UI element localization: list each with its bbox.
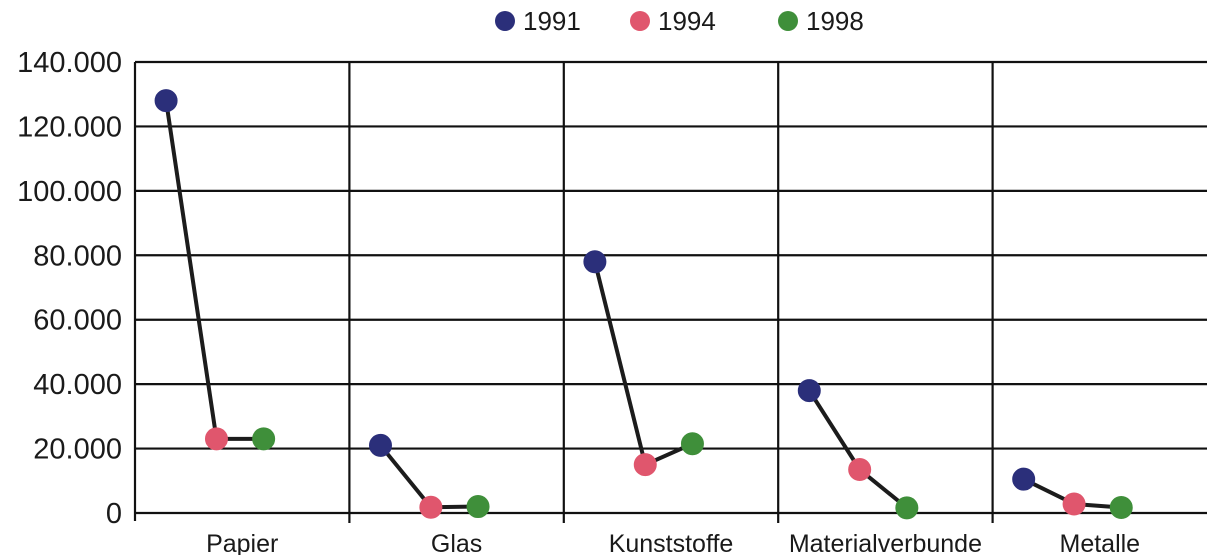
data-point-1998 — [895, 496, 919, 520]
legend-item-1998: 1998 — [778, 6, 864, 36]
legend-label: 1998 — [806, 6, 864, 36]
y-tick-label: 40.000 — [33, 369, 122, 401]
y-axis-ticks: 0 20.000 40.000 60.000 80.000 100.000 120.000 1… — [17, 47, 122, 530]
x-tick-label: Metalle — [1060, 530, 1141, 555]
y-tick-label: 0 — [106, 498, 122, 530]
category-connector-line — [164, 100, 264, 441]
legend-label: 1994 — [658, 6, 716, 36]
data-point-1991 — [797, 379, 821, 403]
data-point-1998 — [680, 432, 704, 456]
y-tick-label: 80.000 — [33, 240, 122, 272]
x-tick-label: Materialverbunde — [789, 530, 982, 555]
data-point-1994 — [204, 427, 228, 451]
x-axis-ticks: Papier Glas Kunststoffe Materialverbunde Met… — [206, 530, 1141, 558]
x-tick-label: Kunststoffe — [609, 530, 734, 555]
legend: 1991 1994 1998 — [495, 6, 864, 36]
data-point-1998 — [252, 427, 276, 451]
data-point-1991 — [583, 250, 607, 274]
data-point-1994 — [1062, 492, 1086, 516]
y-tick-label: 100.000 — [17, 176, 122, 208]
data-point-1994 — [848, 458, 872, 482]
data-point-1998 — [1109, 496, 1133, 520]
data-point-1991 — [368, 433, 392, 457]
series-lines — [164, 100, 1122, 510]
category-connector-line — [592, 261, 694, 467]
data-point-1991 — [1012, 467, 1036, 491]
y-tick-label: 20.000 — [33, 434, 122, 466]
legend-marker — [495, 11, 515, 31]
y-tick-label: 60.000 — [33, 305, 122, 337]
x-tick-label: Papier — [206, 530, 278, 555]
y-tick-label: 120.000 — [17, 111, 122, 143]
legend-label: 1991 — [523, 6, 581, 36]
y-tick-label: 140.000 — [17, 47, 122, 79]
data-point-1991 — [154, 89, 178, 113]
data-points — [154, 89, 1133, 520]
legend-item-1991: 1991 — [495, 6, 581, 36]
grid — [133, 60, 1207, 523]
legend-marker — [778, 11, 798, 31]
data-point-1994 — [633, 453, 657, 477]
data-point-1998 — [466, 495, 490, 519]
data-point-1994 — [419, 495, 443, 519]
legend-marker — [630, 11, 650, 31]
x-tick-label: Glas — [431, 530, 482, 555]
legend-item-1994: 1994 — [630, 6, 716, 36]
